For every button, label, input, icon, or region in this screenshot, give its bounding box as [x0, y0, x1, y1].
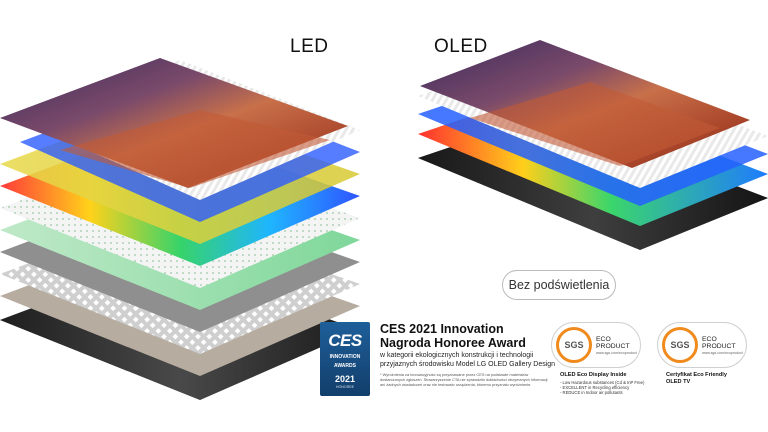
sgs-eco-product-badge-1: SGS ECO PRODUCT www.sgs.com/ecoproduct: [551, 322, 641, 368]
led-layer-display-image: [0, 58, 348, 188]
ces-badge-line1: INNOVATION: [329, 354, 361, 360]
sgs-url: www.sgs.com/ecoproduct: [702, 350, 743, 355]
oled-label: OLED: [434, 36, 488, 57]
ces-logo: CES: [328, 331, 362, 350]
ces-award-description: w kategorii ekologicznych konstrukcji i …: [380, 352, 556, 368]
sgs1-caption-line: - REDUCE in Indoor air pollutants: [560, 390, 623, 395]
oled-layer-display-image: [420, 40, 750, 168]
ces-award-badge: CES INNOVATION AWARDS 2021 HONOREE: [320, 322, 370, 396]
ces-title-line2: Nagroda Honoree Award: [380, 336, 526, 350]
ces-award-note: * Wyróżnienia za innowacyjność są przyzn…: [380, 372, 548, 387]
sgs-eco-product-badge-2: SGS ECO PRODUCT www.sgs.com/ecoproduct: [657, 322, 747, 368]
sgs1-caption-title: OLED Eco Display Inside: [560, 372, 627, 378]
sgs-url: www.sgs.com/ecoproduct: [596, 350, 637, 355]
sgs-eco-label: ECO PRODUCT: [702, 335, 736, 350]
sgs-logo-icon: SGS: [556, 327, 592, 363]
ces-badge-year: 2021: [334, 374, 356, 384]
sgs2-caption-title-1: Certyfikat Eco Friendly: [666, 372, 727, 378]
sgs-logo-icon: SGS: [662, 327, 698, 363]
ces-award-title: CES 2021 Innovation Nagroda Honoree Awar…: [380, 322, 560, 350]
sgs1-caption-line: - EXCELLENT in Recycling efficiency: [560, 385, 630, 390]
ces-badge-line2: AWARDS: [334, 363, 356, 369]
led-label: LED: [290, 36, 329, 57]
sgs1-caption-line: - Low Hazardous substances (Cd & InP Fre…: [560, 380, 645, 385]
sgs-eco-label: ECO PRODUCT: [596, 335, 630, 350]
no-backlight-button[interactable]: Bez podświetlenia: [502, 270, 616, 300]
sgs2-caption-title-2: OLED TV: [666, 379, 691, 385]
ces-badge-honoree: HONOREE: [335, 385, 355, 389]
ces-title-line1: CES 2021 Innovation: [380, 322, 504, 336]
